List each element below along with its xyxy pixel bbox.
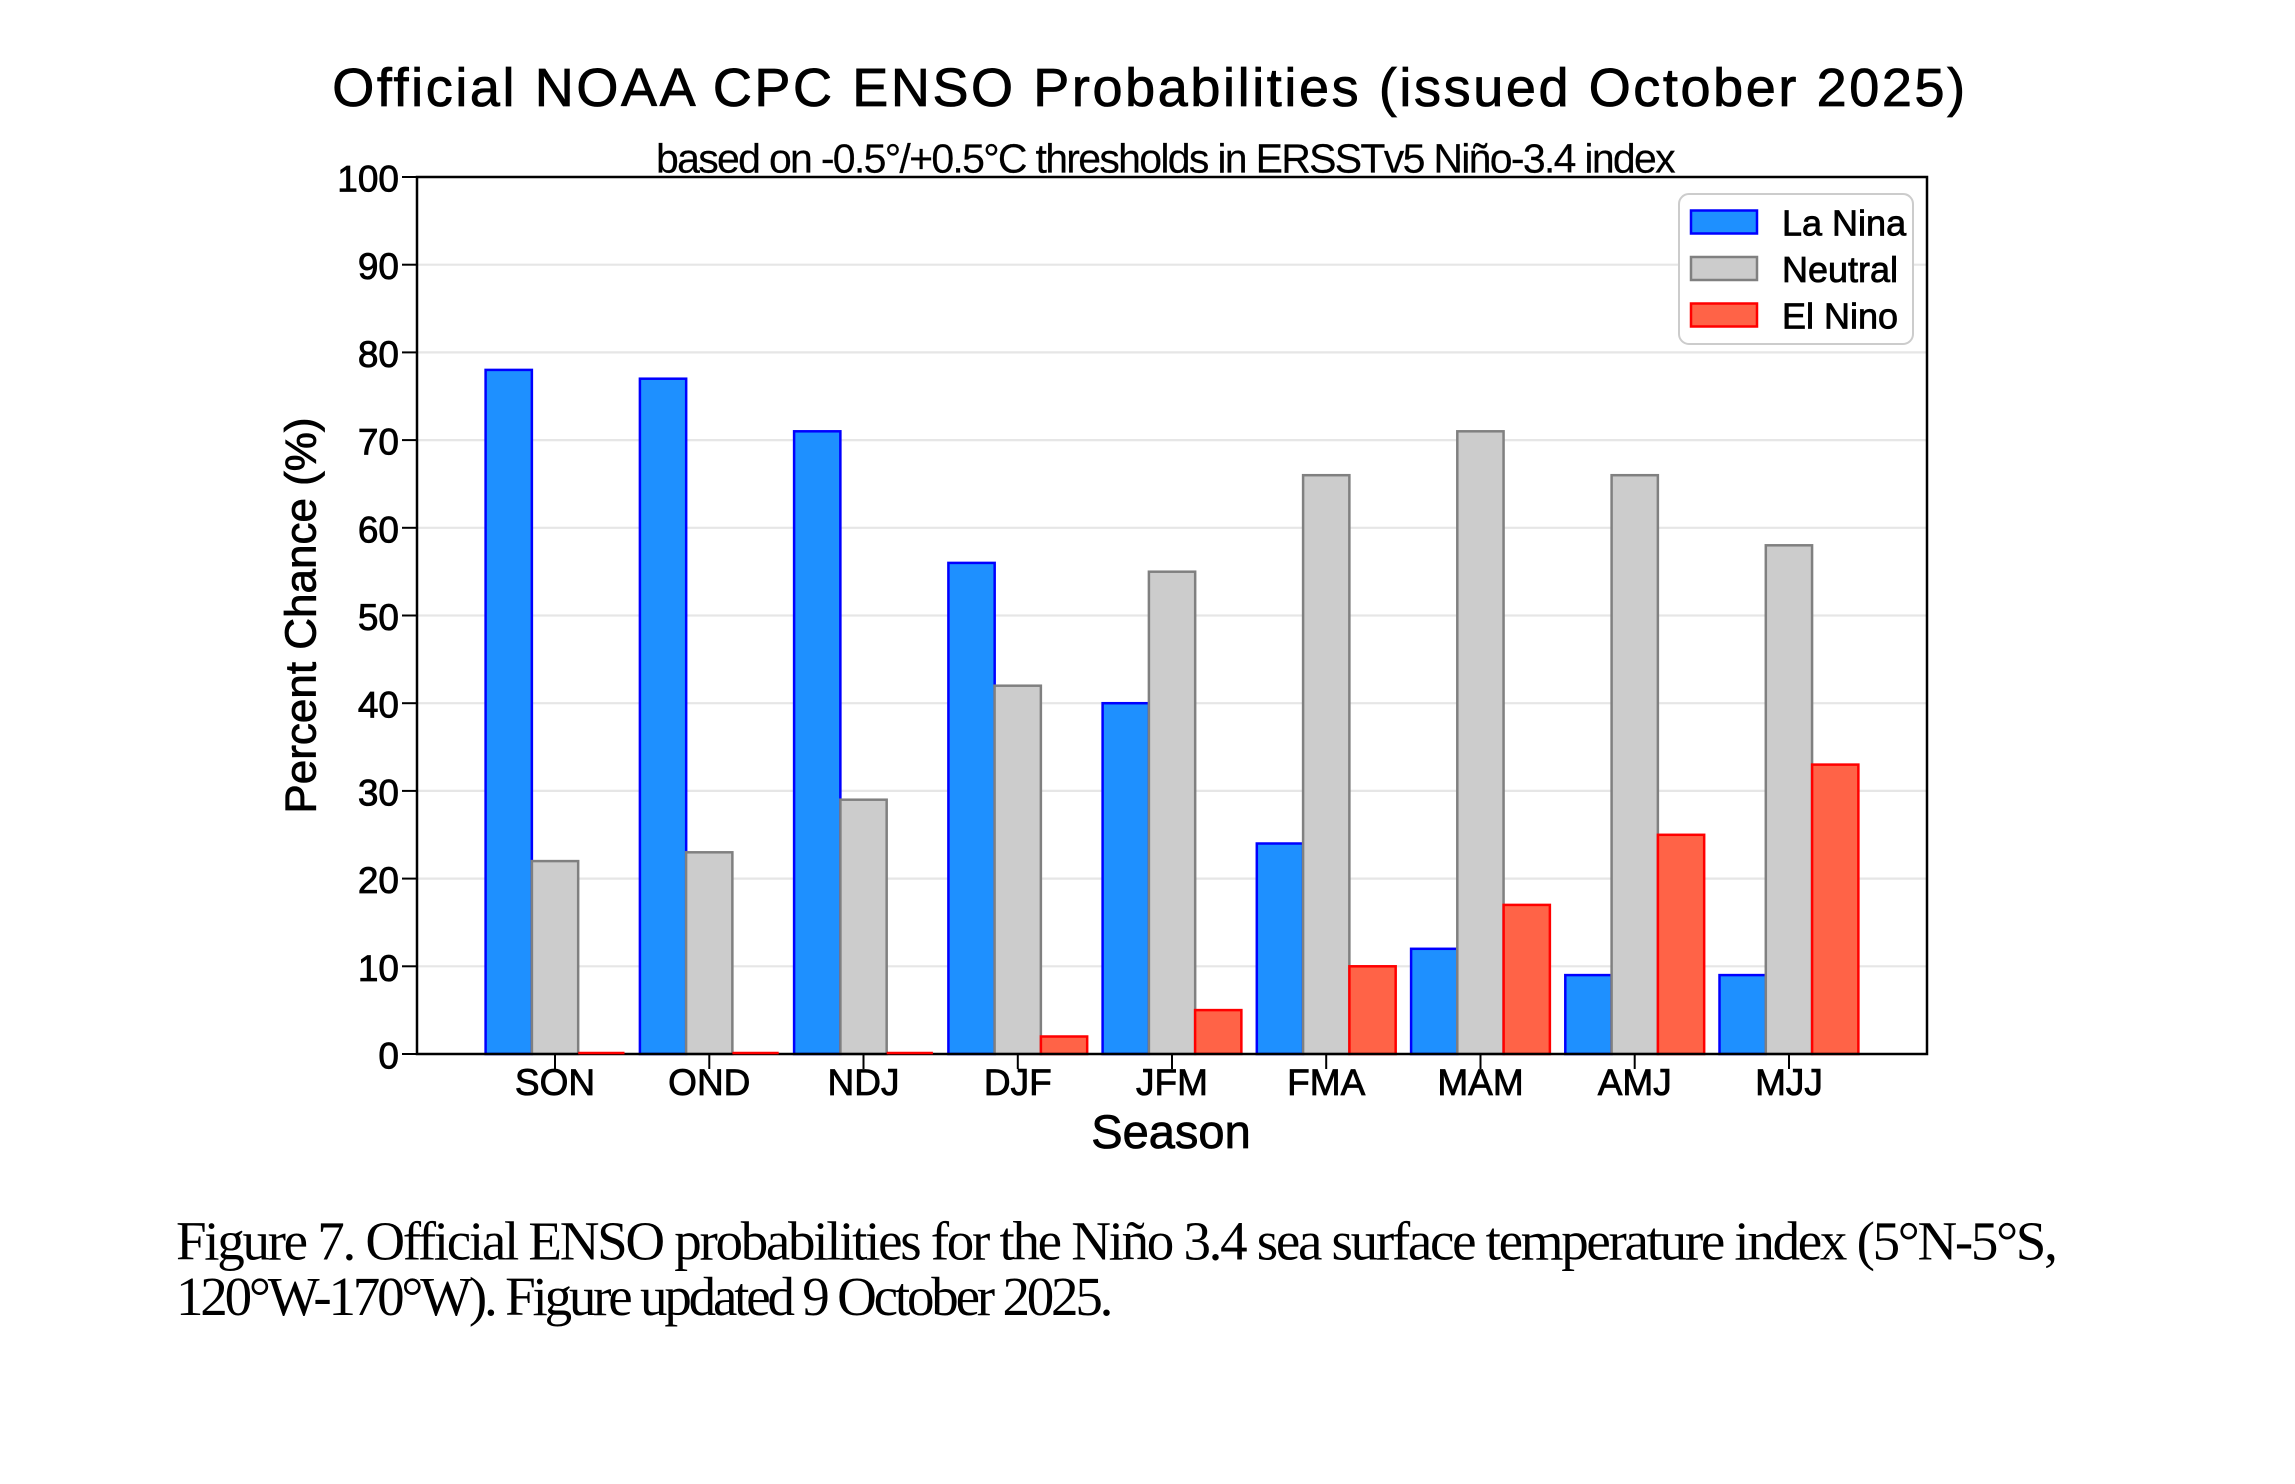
svg-text:La Nina: La Nina [1782, 203, 1907, 244]
svg-text:0: 0 [378, 1036, 399, 1077]
svg-text:El Nino: El Nino [1782, 296, 1898, 337]
svg-text:Figure 7. Official ENSO probab: Figure 7. Official ENSO probabilities fo… [176, 1211, 2056, 1272]
svg-text:90: 90 [358, 246, 399, 287]
svg-text:40: 40 [358, 685, 399, 726]
svg-text:MJJ: MJJ [1755, 1062, 1823, 1103]
svg-text:Season: Season [1091, 1105, 1250, 1158]
svg-text:80: 80 [358, 334, 399, 375]
svg-text:AMJ: AMJ [1598, 1062, 1672, 1103]
svg-text:100: 100 [337, 159, 399, 200]
svg-text:SON: SON [515, 1062, 595, 1103]
svg-text:20: 20 [358, 860, 399, 901]
svg-text:based on -0.5°/+0.5°C threshol: based on -0.5°/+0.5°C thresholds in ERSS… [656, 136, 1676, 182]
svg-text:30: 30 [358, 772, 399, 813]
svg-text:JFM: JFM [1136, 1062, 1208, 1103]
svg-text:70: 70 [358, 422, 399, 463]
svg-text:DJF: DJF [984, 1062, 1052, 1103]
svg-text:Neutral: Neutral [1782, 249, 1898, 290]
svg-text:50: 50 [358, 597, 399, 638]
svg-text:60: 60 [358, 509, 399, 550]
svg-text:10: 10 [358, 948, 399, 989]
svg-text:120°W-170°W). Figure updated 9: 120°W-170°W). Figure updated 9 October 2… [176, 1266, 1111, 1327]
svg-text:Official NOAA CPC ENSO Probabi: Official NOAA CPC ENSO Probabilities (is… [332, 58, 1967, 118]
svg-text:NDJ: NDJ [828, 1062, 900, 1103]
svg-text:FMA: FMA [1287, 1062, 1365, 1103]
svg-text:MAM: MAM [1437, 1062, 1523, 1103]
svg-text:OND: OND [668, 1062, 750, 1103]
svg-text:Percent Chance (%): Percent Chance (%) [277, 417, 326, 813]
